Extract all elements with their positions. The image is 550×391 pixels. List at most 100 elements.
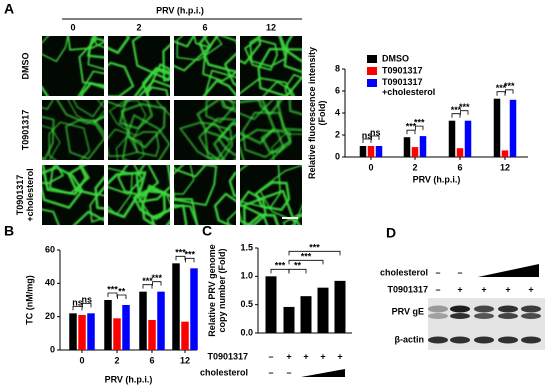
cell-membrane [244,38,279,71]
significance-label: *** [142,276,153,286]
cell-membrane [108,165,143,195]
cell-membrane [141,184,170,225]
cell-membrane [42,36,69,63]
cell-membrane [174,36,212,72]
cell-membrane [217,122,236,157]
y-axis-label: Relative fluorescence intensity(Fold) [307,47,327,179]
significance-label: ** [294,261,302,271]
y-tick-label: 20 [45,311,55,321]
cell-membrane [284,73,302,96]
cell-membrane [118,100,154,130]
band [498,313,518,319]
cell-membrane [108,171,147,219]
cell-membrane [67,165,104,197]
band [521,305,541,313]
bar [265,276,277,333]
band [450,313,470,319]
y-tick-label: 6 [335,85,340,95]
significance-bracket [72,305,83,311]
cell-membrane [262,80,296,96]
cell-membrane [279,36,302,63]
significance-label: ns [81,295,92,305]
cells [108,165,170,225]
column-label: 6 [202,22,207,32]
cell-membrane [42,115,55,160]
significance-bracket [288,259,324,265]
bar [157,291,165,350]
cell-membrane [228,171,236,197]
y-tick-label: 2 [335,129,340,139]
cell-membrane [108,100,132,108]
panel-label: B [4,223,14,239]
significance-label: *** [414,117,425,127]
cell-membrane [94,175,104,210]
band [428,305,448,313]
significance-label: *** [184,250,195,260]
micrograph [240,36,302,96]
significance-bracket [406,129,416,135]
cell-membrane [176,36,223,61]
bar [367,146,375,157]
significance-bracket [152,281,162,286]
cell-membrane [134,68,170,96]
legend-label: T0901317 +cholesterol [382,77,435,97]
band [474,313,494,319]
cell-membrane [108,167,133,216]
y-tick-label: 0.5 [240,299,253,309]
cell-membrane [246,213,280,225]
bar [139,291,147,350]
cell-membrane [193,36,219,48]
treatment-label: cholesterol [200,367,248,377]
y-tick-label: 0 [335,151,340,161]
bar [317,287,329,333]
column-label: 2 [136,22,141,32]
significance-label: *** [504,81,515,91]
cell-membrane [115,136,145,160]
band-label: PRV gE [392,306,424,316]
y-axis-label: Relative PRV genomecopy number (Fold) [207,244,227,336]
band [498,336,518,344]
cell-membrane [174,165,207,178]
y-tick-label: 0.0 [240,327,253,337]
row-label: T0901317+cholesterol [15,168,35,221]
significance-bracket [496,91,506,96]
cell-membrane [202,36,236,82]
cell-membrane [42,165,65,185]
significance-label: *** [151,273,162,283]
significance-label: ns [362,130,373,140]
cell-membrane [174,165,218,207]
cell-membrane [56,100,104,125]
cell-membrane [254,181,291,212]
significance-bracket [82,302,92,308]
cell-membrane [117,165,160,197]
cells [240,165,302,225]
cell-membrane [42,166,84,209]
significance-bracket [175,255,186,261]
cell-membrane [241,111,291,159]
cell-membrane [240,128,285,160]
treatment-sign: + [505,284,510,294]
cell-membrane [80,81,104,96]
micrograph [42,165,104,225]
micrograph [108,36,170,96]
cell-membrane [48,121,91,160]
micrograph [240,100,302,160]
bar [300,296,312,333]
treatment-label: T0901317 [387,284,428,294]
bar [69,313,77,350]
x-tick-label: 6 [149,355,154,365]
cell-membrane [42,208,60,225]
legend-label: T0901317 [382,65,423,75]
bar [181,321,189,350]
band [450,336,470,344]
band [474,305,494,313]
legend-swatch [367,67,377,75]
cells [179,100,236,160]
bar [411,147,419,157]
treatment-sign: – [435,284,440,294]
cell-membrane [270,133,302,160]
bar [104,300,112,350]
treatment-sign: + [337,351,342,361]
cell-membrane [67,36,104,51]
